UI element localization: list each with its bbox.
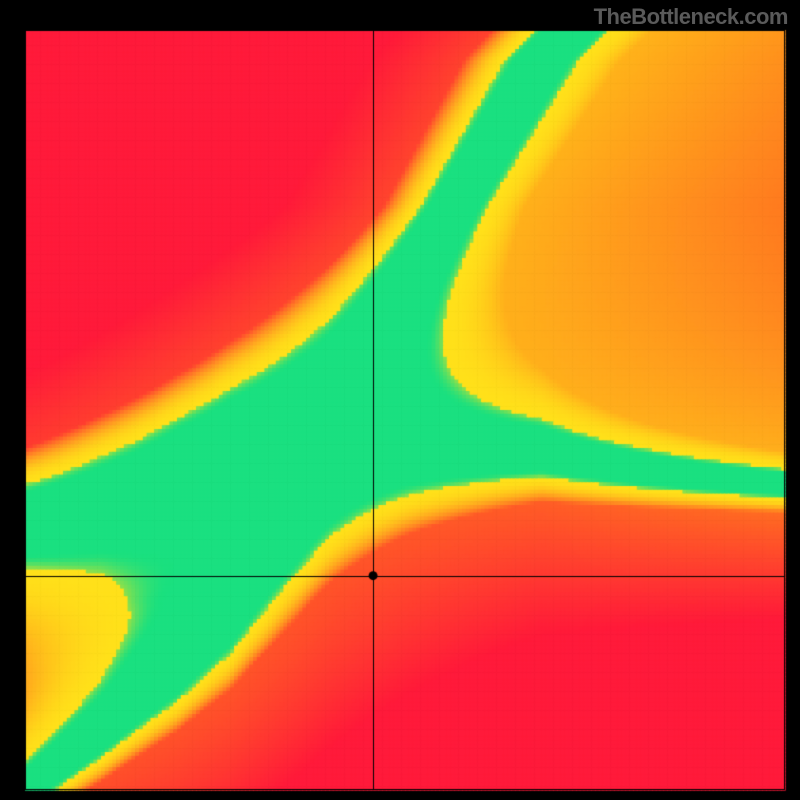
bottleneck-heatmap <box>0 0 800 800</box>
attribution-label: TheBottleneck.com <box>594 4 788 30</box>
chart-container: TheBottleneck.com <box>0 0 800 800</box>
